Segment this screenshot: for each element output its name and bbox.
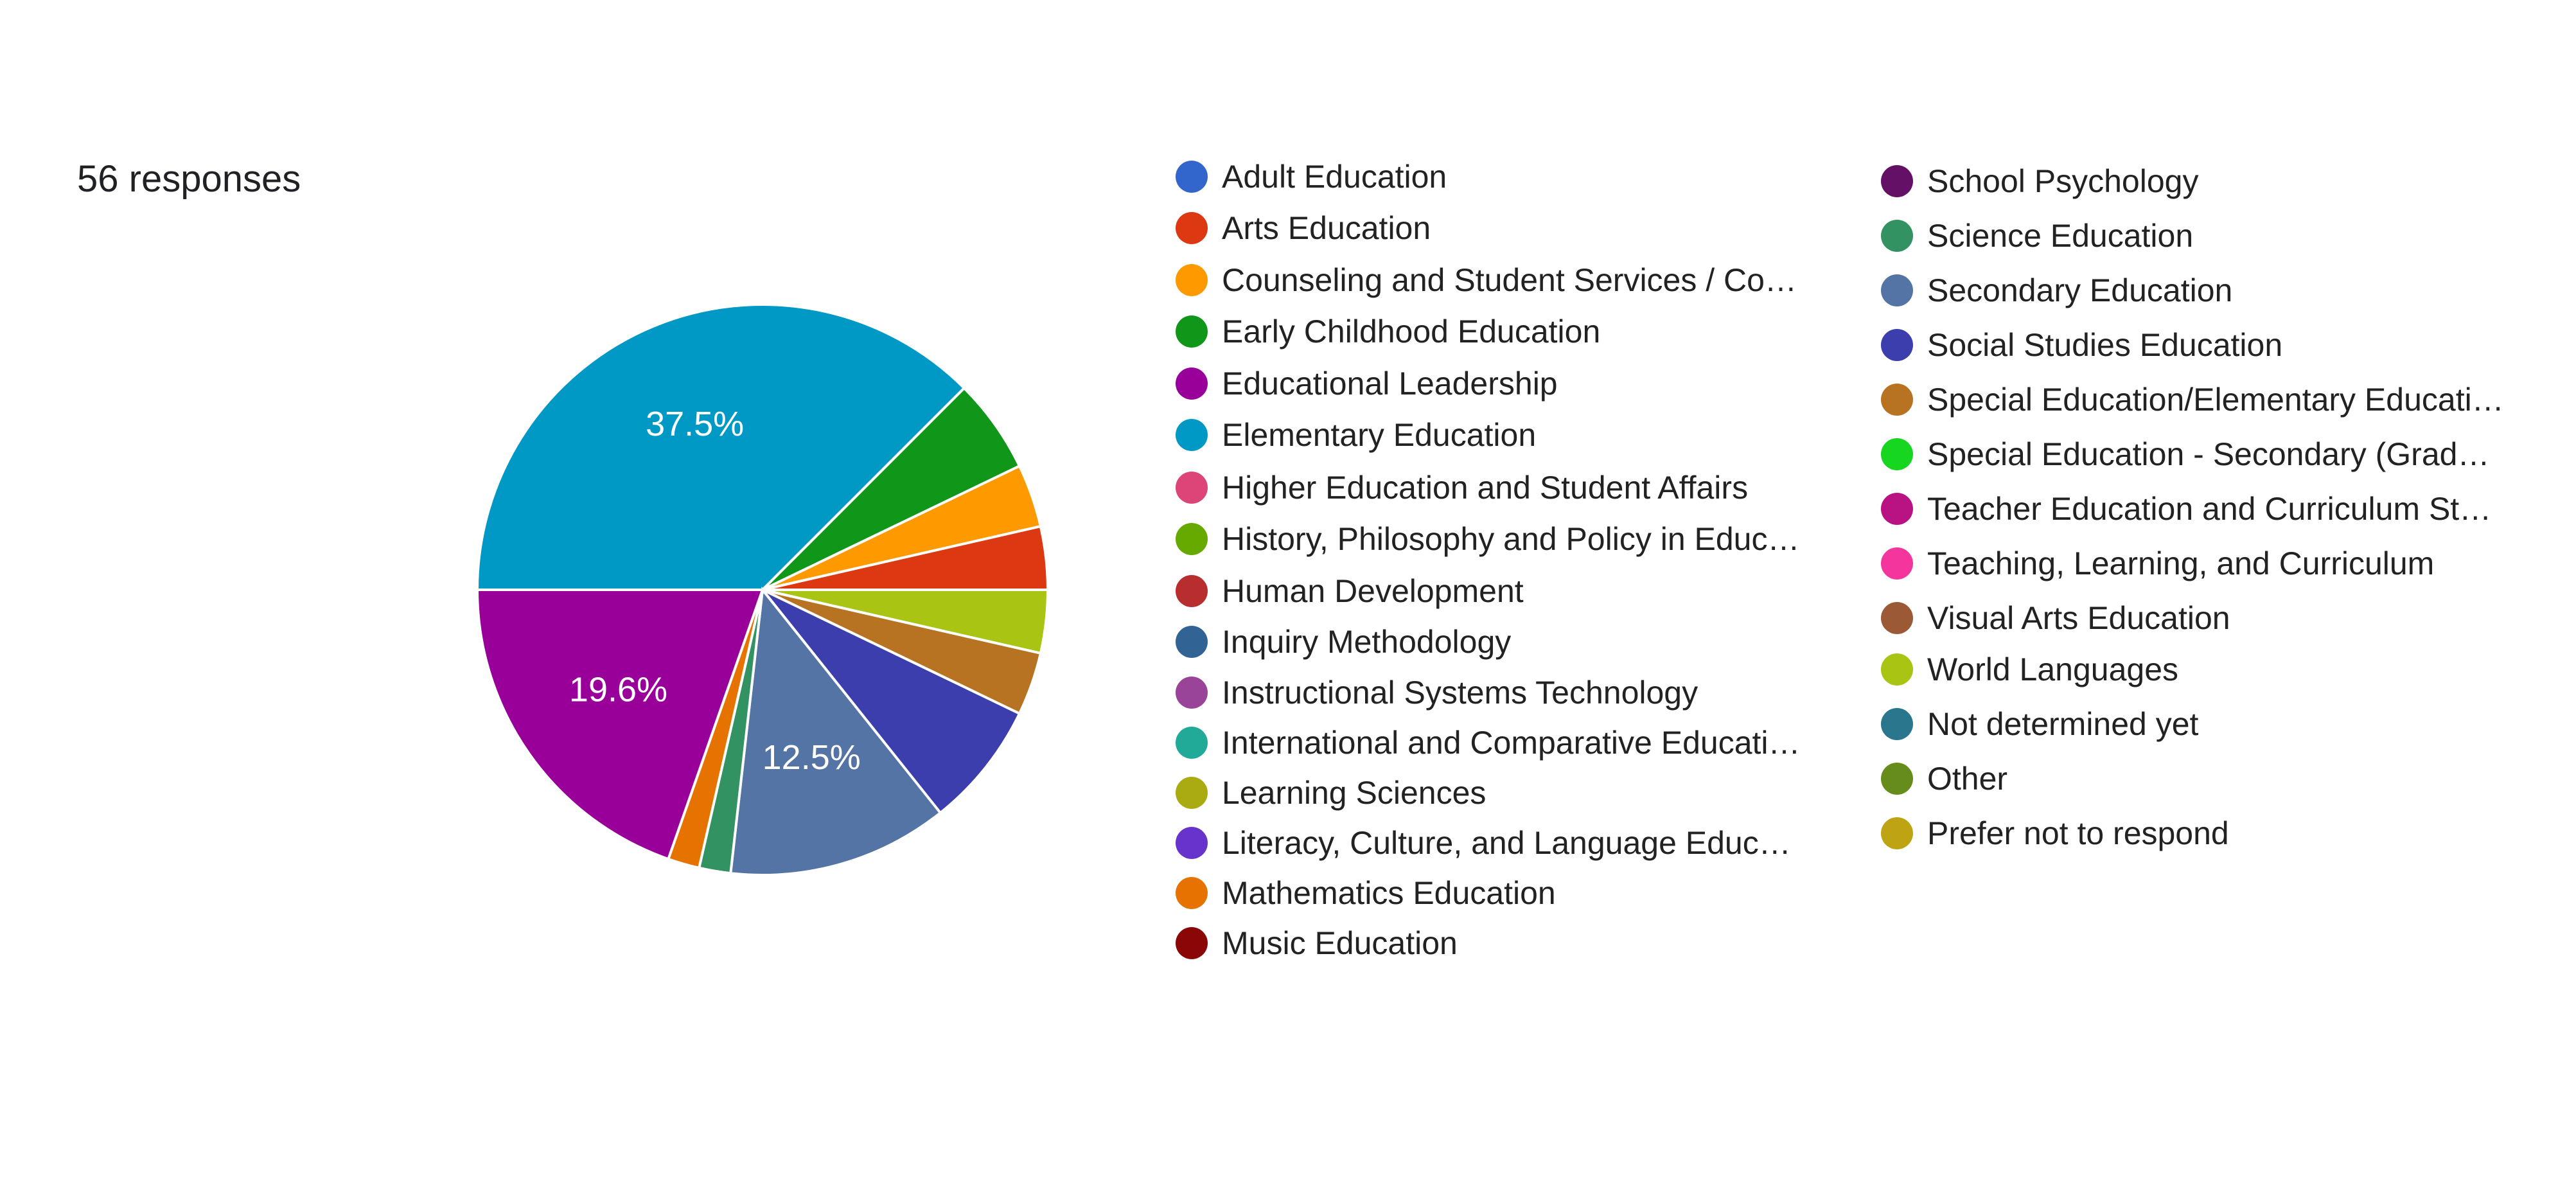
legend-label: Instructional Systems Technology bbox=[1222, 675, 1698, 711]
legend-label: Adult Education bbox=[1222, 159, 1447, 195]
pie-slice[interactable] bbox=[761, 589, 1021, 815]
pie-slice[interactable] bbox=[761, 386, 1021, 591]
legend-swatch bbox=[1881, 763, 1913, 795]
legend-label: Science Education bbox=[1927, 218, 2194, 254]
legend-label: Special Education - Secondary (Grad… bbox=[1927, 436, 2490, 472]
pie-slice[interactable] bbox=[729, 586, 942, 876]
legend-swatch bbox=[1176, 161, 1208, 193]
legend-item[interactable]: Music Education bbox=[1176, 925, 1458, 962]
legend-swatch bbox=[1881, 384, 1913, 416]
legend-label: Visual Arts Education bbox=[1927, 600, 2230, 636]
legend-swatch bbox=[1881, 547, 1913, 580]
legend-item[interactable]: Teacher Education and Curriculum St… bbox=[1881, 490, 2491, 527]
legend-label: Special Education/Elementary Educati… bbox=[1927, 382, 2504, 418]
legend-item[interactable]: Adult Education bbox=[1176, 158, 1447, 195]
response-count: 56 responses bbox=[77, 158, 301, 200]
legend-label: Arts Education bbox=[1222, 210, 1431, 246]
legend-item[interactable]: Visual Arts Education bbox=[1881, 599, 2230, 637]
legend-item[interactable]: Teaching, Learning, and Curriculum bbox=[1881, 545, 2434, 582]
legend-swatch bbox=[1176, 626, 1208, 658]
legend-label: Secondary Education bbox=[1927, 272, 2233, 308]
legend-label: School Psychology bbox=[1927, 163, 2199, 199]
legend-swatch bbox=[1881, 220, 1913, 252]
legend-item[interactable]: Special Education/Elementary Educati… bbox=[1881, 381, 2504, 418]
legend-swatch bbox=[1176, 727, 1208, 759]
legend-swatch bbox=[1176, 877, 1208, 909]
legend-item[interactable]: Secondary Education bbox=[1881, 272, 2232, 309]
legend-label: World Languages bbox=[1927, 651, 2179, 687]
legend-swatch bbox=[1176, 212, 1208, 244]
legend-swatch bbox=[1176, 827, 1208, 859]
legend-item[interactable]: Mathematics Education bbox=[1176, 874, 1556, 912]
legend-item[interactable]: Instructional Systems Technology bbox=[1176, 674, 1698, 711]
legend-swatch bbox=[1176, 677, 1208, 709]
pie-slice[interactable] bbox=[475, 303, 966, 591]
legend-label: Teacher Education and Curriculum St… bbox=[1927, 491, 2492, 527]
legend-label: History, Philosophy and Policy in Educ… bbox=[1222, 521, 1800, 557]
legend-swatch bbox=[1881, 329, 1913, 361]
legend-swatch bbox=[1176, 264, 1208, 296]
legend-swatch bbox=[1881, 165, 1913, 197]
legend-swatch bbox=[1176, 315, 1208, 348]
legend-swatch bbox=[1881, 708, 1913, 740]
legend-label: Human Development bbox=[1222, 573, 1524, 609]
pie-slice[interactable] bbox=[475, 589, 764, 861]
legend-swatch bbox=[1881, 274, 1913, 306]
legend-item[interactable]: Special Education - Secondary (Grad… bbox=[1881, 436, 2489, 473]
slice-percent-label: 37.5% bbox=[646, 405, 744, 443]
legend-label: Higher Education and Student Affairs bbox=[1222, 470, 1749, 506]
legend-item[interactable]: Higher Education and Student Affairs bbox=[1176, 469, 1748, 506]
legend-item[interactable]: Educational Leadership bbox=[1176, 365, 1558, 402]
legend-label: Music Education bbox=[1222, 925, 1458, 961]
legend-label: Other bbox=[1927, 761, 2008, 797]
legend-label: International and Comparative Educati… bbox=[1222, 725, 1801, 761]
legend-item[interactable]: Learning Sciences bbox=[1176, 774, 1486, 811]
legend-item[interactable]: Arts Education bbox=[1176, 209, 1431, 247]
legend-item[interactable]: Early Childhood Education bbox=[1176, 313, 1600, 350]
legend-item[interactable]: World Languages bbox=[1881, 651, 2178, 688]
legend-label: Counseling and Student Services / Co… bbox=[1222, 262, 1797, 298]
legend-label: Mathematics Education bbox=[1222, 875, 1556, 911]
legend-label: Elementary Education bbox=[1222, 417, 1537, 453]
legend-label: Not determined yet bbox=[1927, 706, 2199, 742]
legend-label: Educational Leadership bbox=[1222, 366, 1558, 402]
legend-swatch bbox=[1176, 472, 1208, 504]
legend-label: Literacy, Culture, and Language Educ… bbox=[1222, 825, 1791, 861]
legend-swatch bbox=[1176, 523, 1208, 555]
legend-swatch bbox=[1881, 493, 1913, 525]
legend-item[interactable]: Social Studies Education bbox=[1881, 326, 2282, 364]
legend-label: Early Childhood Education bbox=[1222, 314, 1601, 350]
legend-item[interactable]: Other bbox=[1881, 760, 2007, 797]
legend-swatch bbox=[1881, 438, 1913, 470]
legend-swatch bbox=[1176, 367, 1208, 400]
legend-item[interactable]: Prefer not to respond bbox=[1881, 815, 2229, 852]
legend-swatch bbox=[1176, 419, 1208, 451]
legend-item[interactable]: History, Philosophy and Policy in Educ… bbox=[1176, 520, 1800, 558]
legend-swatch bbox=[1881, 653, 1913, 686]
legend-swatch bbox=[1881, 817, 1913, 849]
legend-label: Prefer not to respond bbox=[1927, 815, 2229, 851]
legend-label: Social Studies Education bbox=[1927, 327, 2283, 363]
legend-swatch bbox=[1176, 927, 1208, 959]
legend-label: Inquiry Methodology bbox=[1222, 624, 1512, 660]
legend-item[interactable]: Literacy, Culture, and Language Educ… bbox=[1176, 824, 1791, 862]
legend-swatch bbox=[1176, 777, 1208, 809]
legend-label: Learning Sciences bbox=[1222, 775, 1486, 811]
legend-label: Teaching, Learning, and Curriculum bbox=[1927, 545, 2435, 581]
slice-percent-label: 19.6% bbox=[569, 671, 667, 709]
legend-item[interactable]: School Psychology bbox=[1881, 163, 2198, 200]
legend-swatch bbox=[1176, 575, 1208, 607]
legend-item[interactable]: International and Comparative Educati… bbox=[1176, 724, 1801, 761]
legend-item[interactable]: Inquiry Methodology bbox=[1176, 623, 1511, 660]
slice-percent-label: 12.5% bbox=[763, 738, 861, 777]
legend-item[interactable]: Counseling and Student Services / Co… bbox=[1176, 261, 1797, 299]
legend-item[interactable]: Not determined yet bbox=[1881, 705, 2198, 743]
legend-item[interactable]: Human Development bbox=[1176, 572, 1524, 610]
legend-swatch bbox=[1881, 602, 1913, 634]
legend-item[interactable]: Science Education bbox=[1881, 217, 2193, 254]
legend-item[interactable]: Elementary Education bbox=[1176, 416, 1536, 454]
